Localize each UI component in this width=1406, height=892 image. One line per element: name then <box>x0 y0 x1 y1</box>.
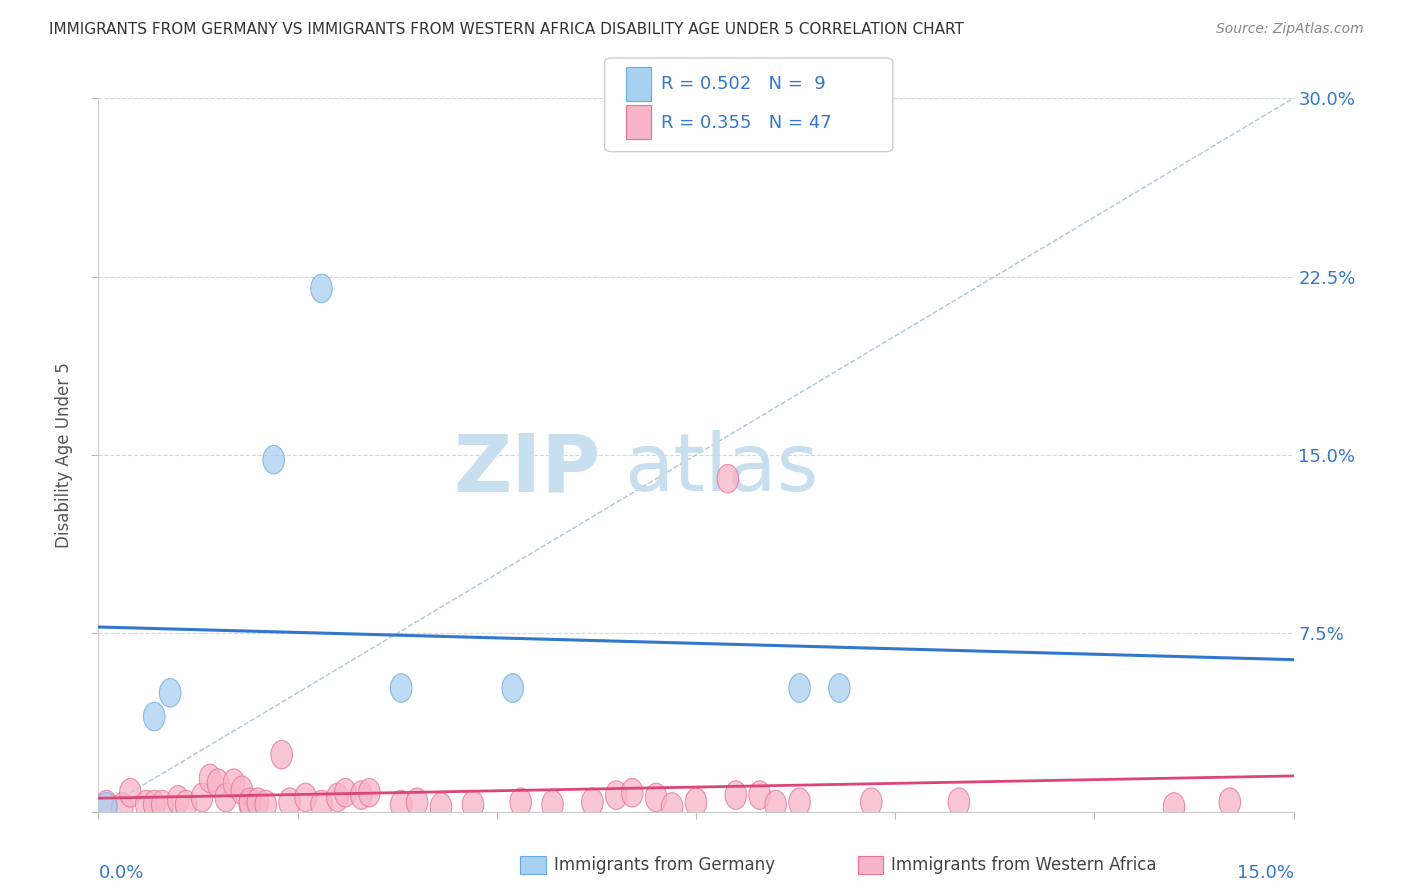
Text: ZIP: ZIP <box>453 430 600 508</box>
Text: Immigrants from Germany: Immigrants from Germany <box>554 856 775 874</box>
Ellipse shape <box>176 790 197 819</box>
Ellipse shape <box>326 783 349 812</box>
Ellipse shape <box>502 673 523 702</box>
Ellipse shape <box>207 769 229 797</box>
Ellipse shape <box>254 790 277 819</box>
Ellipse shape <box>96 793 117 822</box>
Text: R = 0.355   N = 47: R = 0.355 N = 47 <box>661 114 831 132</box>
Ellipse shape <box>463 790 484 819</box>
Ellipse shape <box>224 769 245 797</box>
Ellipse shape <box>167 786 188 814</box>
Ellipse shape <box>159 679 181 707</box>
Text: 15.0%: 15.0% <box>1236 864 1294 882</box>
Ellipse shape <box>96 790 117 819</box>
Text: IMMIGRANTS FROM GERMANY VS IMMIGRANTS FROM WESTERN AFRICA DISABILITY AGE UNDER 5: IMMIGRANTS FROM GERMANY VS IMMIGRANTS FR… <box>49 22 965 37</box>
Ellipse shape <box>350 780 373 809</box>
Text: R = 0.502   N =  9: R = 0.502 N = 9 <box>661 76 825 94</box>
Ellipse shape <box>239 788 260 816</box>
Ellipse shape <box>191 783 212 812</box>
Ellipse shape <box>1219 788 1240 816</box>
Ellipse shape <box>765 790 786 819</box>
Ellipse shape <box>152 790 173 819</box>
Ellipse shape <box>247 788 269 816</box>
Ellipse shape <box>789 788 810 816</box>
Ellipse shape <box>391 790 412 819</box>
Ellipse shape <box>311 790 332 819</box>
Ellipse shape <box>239 790 260 819</box>
Ellipse shape <box>311 274 332 302</box>
Ellipse shape <box>200 764 221 793</box>
Text: Source: ZipAtlas.com: Source: ZipAtlas.com <box>1216 22 1364 37</box>
Ellipse shape <box>828 673 851 702</box>
Ellipse shape <box>271 740 292 769</box>
Ellipse shape <box>143 790 165 819</box>
Ellipse shape <box>948 788 970 816</box>
Ellipse shape <box>143 702 165 731</box>
Ellipse shape <box>406 788 427 816</box>
Ellipse shape <box>1163 793 1185 822</box>
Ellipse shape <box>510 788 531 816</box>
Ellipse shape <box>582 788 603 816</box>
Ellipse shape <box>860 788 882 816</box>
Ellipse shape <box>391 673 412 702</box>
Ellipse shape <box>295 783 316 812</box>
Ellipse shape <box>789 673 810 702</box>
Ellipse shape <box>335 779 356 807</box>
Text: 0.0%: 0.0% <box>98 864 143 882</box>
Ellipse shape <box>725 780 747 809</box>
Ellipse shape <box>685 788 707 816</box>
Ellipse shape <box>231 776 253 805</box>
Text: Immigrants from Western Africa: Immigrants from Western Africa <box>891 856 1157 874</box>
Ellipse shape <box>717 465 738 493</box>
Ellipse shape <box>263 445 284 474</box>
Ellipse shape <box>661 793 683 822</box>
Ellipse shape <box>359 779 380 807</box>
Ellipse shape <box>111 793 134 822</box>
Text: atlas: atlas <box>624 430 818 508</box>
Ellipse shape <box>606 780 627 809</box>
Ellipse shape <box>278 788 301 816</box>
Ellipse shape <box>215 783 236 812</box>
Ellipse shape <box>541 790 564 819</box>
Y-axis label: Disability Age Under 5: Disability Age Under 5 <box>55 362 73 548</box>
Ellipse shape <box>430 793 451 822</box>
Ellipse shape <box>621 779 643 807</box>
Ellipse shape <box>645 783 666 812</box>
Ellipse shape <box>749 780 770 809</box>
Ellipse shape <box>135 790 157 819</box>
Ellipse shape <box>120 779 141 807</box>
